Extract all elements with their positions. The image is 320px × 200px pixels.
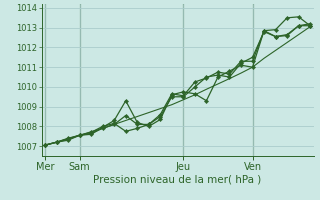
X-axis label: Pression niveau de la mer( hPa ): Pression niveau de la mer( hPa ) xyxy=(93,174,262,184)
